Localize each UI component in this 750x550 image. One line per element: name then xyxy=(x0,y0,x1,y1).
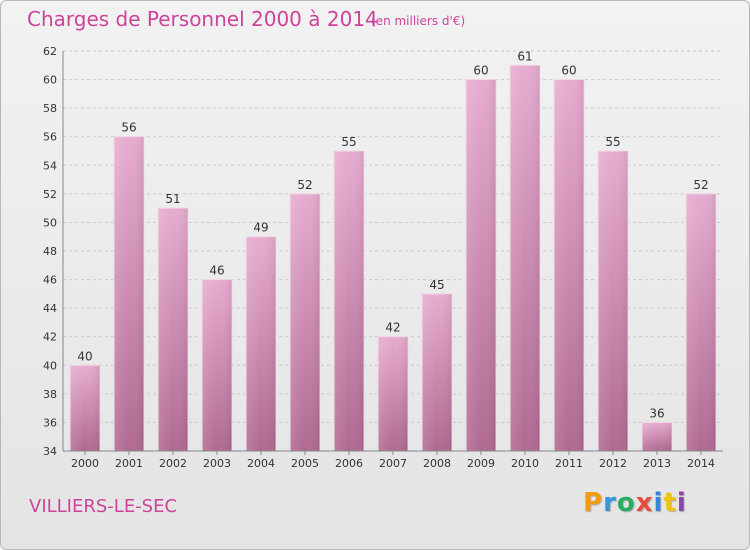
bar-shade-2003 xyxy=(202,279,232,451)
x-tick-label-2008: 2008 xyxy=(423,457,451,470)
data-label-2002: 51 xyxy=(165,192,180,206)
y-tick-label: 40 xyxy=(43,359,57,372)
x-tick-label-2011: 2011 xyxy=(555,457,583,470)
data-label-2004: 49 xyxy=(253,221,268,235)
logo-letter: r xyxy=(603,488,617,518)
data-label-2010: 61 xyxy=(517,49,532,63)
x-tick-label-2000: 2000 xyxy=(71,457,99,470)
data-label-2005: 52 xyxy=(297,178,312,192)
x-tick-label-2012: 2012 xyxy=(599,457,627,470)
y-tick-label: 58 xyxy=(43,102,57,115)
logo-letter: t xyxy=(663,488,677,518)
bar-shade-2008 xyxy=(422,293,452,451)
data-label-2013: 36 xyxy=(649,406,664,420)
x-tick-label-2004: 2004 xyxy=(247,457,275,470)
bar-shade-2013 xyxy=(642,422,672,451)
y-tick-label: 60 xyxy=(43,74,57,87)
logo-letter: i xyxy=(676,488,687,518)
bar-shade-2014 xyxy=(686,193,716,451)
y-tick-label: 44 xyxy=(43,302,57,315)
x-tick-label-2003: 2003 xyxy=(203,457,231,470)
bar-shade-2001 xyxy=(114,136,144,451)
x-tick-label-2006: 2006 xyxy=(335,457,363,470)
chart-title: Charges de Personnel 2000 à 2014 xyxy=(27,7,378,31)
bar-shade-2004 xyxy=(246,236,276,451)
bar-shade-2011 xyxy=(554,79,584,452)
bar-shade-2000 xyxy=(70,365,100,451)
bar-shade-2010 xyxy=(510,65,540,452)
y-tick-label: 48 xyxy=(43,245,57,258)
data-label-2009: 60 xyxy=(473,64,488,78)
y-tick-label: 46 xyxy=(43,274,57,287)
logo-letter: i xyxy=(653,488,664,518)
logo-letter: x xyxy=(635,488,654,518)
data-label-2011: 60 xyxy=(561,64,576,78)
y-tick-label: 38 xyxy=(43,388,57,401)
logo-letter: o xyxy=(616,488,636,518)
y-tick-label: 34 xyxy=(43,445,57,458)
x-tick-label-2002: 2002 xyxy=(159,457,187,470)
chart-subtitle: (en milliers d'€) xyxy=(371,14,466,28)
y-tick-label: 54 xyxy=(43,159,57,172)
y-tick-label: 36 xyxy=(43,416,57,429)
bar-shade-2006 xyxy=(334,151,364,451)
x-tick-label-2010: 2010 xyxy=(511,457,539,470)
logo-letter: P xyxy=(583,488,604,518)
y-tick-label: 50 xyxy=(43,216,57,229)
x-tick-label-2005: 2005 xyxy=(291,457,319,470)
data-label-2007: 42 xyxy=(385,321,400,335)
bar-shade-2005 xyxy=(290,193,320,451)
x-tick-label-2014: 2014 xyxy=(687,457,715,470)
x-tick-label-2001: 2001 xyxy=(115,457,143,470)
data-label-2014: 52 xyxy=(693,178,708,192)
y-tick-label: 52 xyxy=(43,188,57,201)
bar-shade-2007 xyxy=(378,336,408,451)
bar-shade-2002 xyxy=(158,208,188,451)
data-label-2003: 46 xyxy=(209,264,224,278)
bar-shade-2009 xyxy=(466,79,496,452)
data-label-2006: 55 xyxy=(341,135,356,149)
x-tick-label-2013: 2013 xyxy=(643,457,671,470)
x-tick-label-2009: 2009 xyxy=(467,457,495,470)
y-tick-label: 42 xyxy=(43,331,57,344)
data-label-2008: 45 xyxy=(429,278,444,292)
data-label-2000: 40 xyxy=(77,349,92,363)
proxiti-logo: Proxiti xyxy=(583,488,687,518)
data-label-2012: 55 xyxy=(605,135,620,149)
data-label-2001: 56 xyxy=(121,121,136,135)
y-tick-label: 56 xyxy=(43,131,57,144)
bar-shade-2012 xyxy=(598,151,628,451)
y-tick-label: 62 xyxy=(43,45,57,58)
place-name: VILLIERS-LE-SEC xyxy=(29,496,178,517)
x-tick-label-2007: 2007 xyxy=(379,457,407,470)
